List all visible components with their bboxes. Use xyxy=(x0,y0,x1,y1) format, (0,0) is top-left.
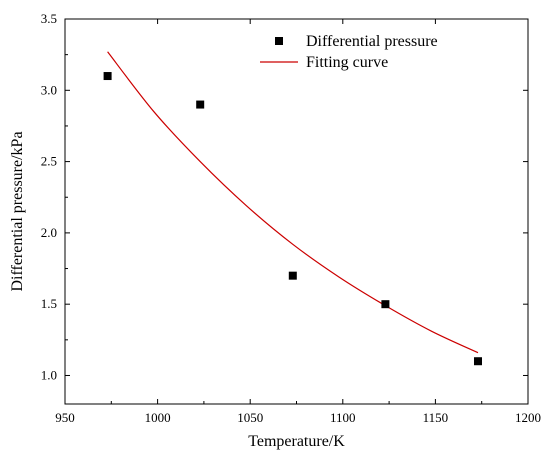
x-tick-label: 1200 xyxy=(515,410,541,425)
x-tick-label: 950 xyxy=(55,410,75,425)
y-tick-label: 2.0 xyxy=(41,225,57,240)
differential-pressure-series xyxy=(103,72,482,366)
x-tick-label: 1050 xyxy=(237,410,263,425)
fitting-curve-line xyxy=(107,51,479,354)
x-axis-ticks: 950 1000 1050 1100 1150 1200 xyxy=(55,19,541,425)
fitting-curve-series xyxy=(107,51,479,354)
y-tick-label: 3.5 xyxy=(41,11,57,26)
y-tick-label: 2.5 xyxy=(41,154,57,169)
x-tick-label: 1150 xyxy=(423,410,449,425)
y-tick-label: 1.5 xyxy=(41,296,57,311)
x-axis-label: Temperature/K xyxy=(248,433,345,450)
legend-marker-square xyxy=(275,37,283,45)
legend-label-differential-pressure: Differential pressure xyxy=(306,33,438,50)
data-point xyxy=(288,271,297,280)
data-point xyxy=(473,357,482,366)
y-axis-ticks: 1.0 1.5 2.0 2.5 3.0 3.5 xyxy=(41,11,528,382)
data-point xyxy=(196,100,205,109)
x-tick-label: 1100 xyxy=(330,410,356,425)
plot-area-border xyxy=(64,18,529,405)
y-tick-label: 3.0 xyxy=(41,82,57,97)
data-point xyxy=(381,300,390,309)
plot-frame xyxy=(64,18,529,405)
legend-label-fitting-curve: Fitting curve xyxy=(306,54,388,71)
y-axis-label: Differential pressure/kPa xyxy=(9,131,26,291)
x-tick-label: 1000 xyxy=(145,410,171,425)
data-point xyxy=(103,72,112,81)
legend: Differential pressure Fitting curve xyxy=(260,33,438,71)
y-tick-label: 1.0 xyxy=(41,367,57,382)
